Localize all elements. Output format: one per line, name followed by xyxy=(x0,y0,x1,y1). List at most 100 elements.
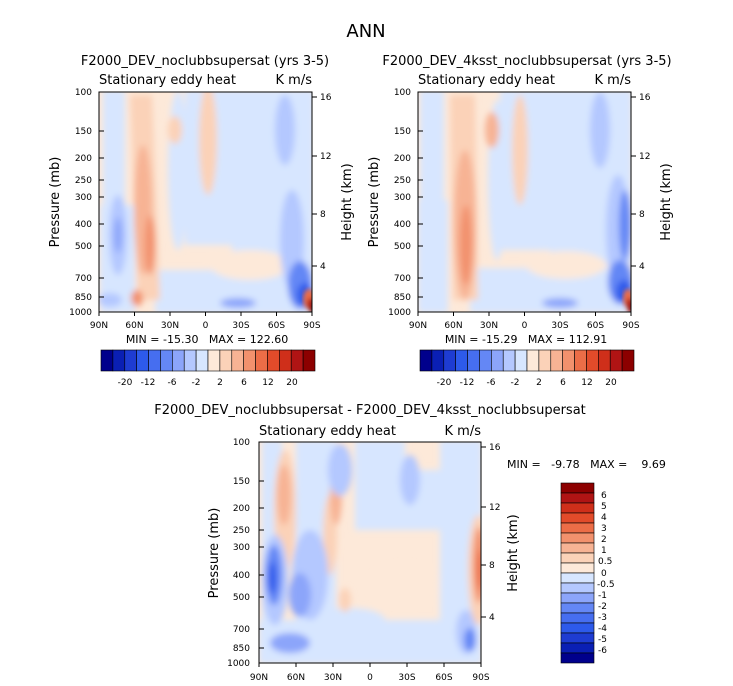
panel-2-cbar-label-neg6: -6 xyxy=(487,378,496,388)
panel-3-ytick-400: 400 xyxy=(233,571,250,581)
colorbar-cell xyxy=(560,582,595,594)
colorbar-cell xyxy=(560,482,595,494)
colorbar-cell xyxy=(148,349,161,372)
panel-2-ytick-250: 250 xyxy=(394,176,411,186)
colorbar-cell xyxy=(491,349,504,372)
panel-1-cbar-label-6: 6 xyxy=(241,378,247,388)
panel-2-contour-field xyxy=(418,92,631,312)
panel-2-ylabel-right: Height (km) xyxy=(659,163,674,240)
panel-3-stats: MIN = -9.78 MAX = 9.69 xyxy=(507,458,666,471)
panel-3-ytick-1000: 1000 xyxy=(227,659,250,669)
colorbar-cell xyxy=(621,349,635,372)
colorbar-cell xyxy=(279,349,292,372)
panel-2-cbar-label-neg12: -12 xyxy=(460,378,475,388)
panel-2: F2000_DEV_4ksst_noclubbsupersat (yrs 3-5… xyxy=(367,54,674,388)
colorbar-cell xyxy=(124,349,137,372)
panel-1-ytick-850: 850 xyxy=(75,293,92,303)
panel-3-cbar-label-neg5: -5 xyxy=(598,635,607,645)
colorbar-cell xyxy=(183,349,197,372)
colorbar-cell xyxy=(514,349,528,372)
panel-1-ytick-500: 500 xyxy=(75,242,92,252)
panel-3-xtick-90n: 90N xyxy=(250,673,268,683)
panel-2-ytick-400: 400 xyxy=(394,220,411,230)
colorbar-cell xyxy=(479,349,492,372)
colorbar-cell xyxy=(431,349,445,372)
panel-2-xtick-60n: 60N xyxy=(444,321,462,331)
panel-2-title: F2000_DEV_4ksst_noclubbsupersat (yrs 3-5… xyxy=(382,54,671,69)
panel-2-htick-4: 4 xyxy=(639,262,645,272)
panel-1-xtick-30n: 30N xyxy=(161,321,179,331)
panel-2-colorbar xyxy=(419,349,635,372)
panel-3-cbar-label-neg2: -2 xyxy=(598,602,607,612)
panel-2-ytick-100: 100 xyxy=(394,88,411,98)
panel-2-ytick-850: 850 xyxy=(394,293,411,303)
panel-3-xtick-60n: 60N xyxy=(287,673,305,683)
panel-3-xtick-60s: 60S xyxy=(435,673,452,683)
panel-2-cbar-label-12: 12 xyxy=(581,378,592,388)
panel-1-ytick-100: 100 xyxy=(75,88,92,98)
panel-3-cbar-label-neg0-5: -0.5 xyxy=(597,580,615,590)
panel-3-ytick-500: 500 xyxy=(233,593,250,603)
panel-1-xtick-30s: 30S xyxy=(232,321,249,331)
colorbar-cell xyxy=(560,552,595,564)
colorbar-cell xyxy=(574,349,587,372)
colorbar-cell xyxy=(560,622,595,634)
panel-1-cbar-label-neg6: -6 xyxy=(168,378,177,388)
panel-1-ytick-400: 400 xyxy=(75,220,92,230)
panel-2-htick-16: 16 xyxy=(639,93,651,103)
panel-3-cbar-label-neg1: -1 xyxy=(598,591,607,601)
colorbar-cell xyxy=(538,349,552,372)
panel-1-colorbar xyxy=(100,349,316,372)
panel-3-cbar-label-neg6: -6 xyxy=(598,646,607,656)
panel-1-units: K m/s xyxy=(276,73,313,88)
colorbar-cell xyxy=(255,349,268,372)
colorbar-cell xyxy=(560,592,595,604)
panel-3-left-string: Stationary eddy heat xyxy=(259,424,396,439)
panel-2-cbar-label-2: 2 xyxy=(536,378,542,388)
panel-3-cbar-label-1: 1 xyxy=(601,546,607,556)
panel-1-htick-12: 12 xyxy=(320,152,331,162)
panel-1-stats: MIN = -15.30 MAX = 122.60 xyxy=(126,333,288,346)
panel-3-cbar-label-2: 2 xyxy=(601,535,607,545)
colorbar-cell xyxy=(100,349,114,372)
colorbar-cell xyxy=(172,349,185,372)
panel-3-ylabel: Pressure (mb) xyxy=(207,508,222,599)
panel-2-ytick-1000: 1000 xyxy=(388,308,411,318)
panel-2-xtick-30s: 30S xyxy=(551,321,568,331)
panel-1-cbar-label-neg2: -2 xyxy=(192,378,201,388)
panel-1-xtick-60n: 60N xyxy=(125,321,143,331)
panel-3-htick-16: 16 xyxy=(489,443,501,453)
panel-2-xtick-0: 0 xyxy=(522,321,528,331)
colorbar-cell xyxy=(609,349,623,372)
colorbar-cell xyxy=(419,349,433,372)
colorbar-cell xyxy=(550,349,563,372)
panel-3-cbar-label-0-5: 0.5 xyxy=(598,557,612,567)
panel-3-htick-12: 12 xyxy=(489,503,500,513)
panel-2-stats: MIN = -15.29 MAX = 112.91 xyxy=(445,333,607,346)
panel-2-left-axis xyxy=(418,91,423,313)
panel-3-ylabel-right: Height (km) xyxy=(506,514,521,591)
colorbar-cell xyxy=(160,349,173,372)
panel-3-cbar-label-neg4: -4 xyxy=(598,624,607,634)
panel-1: F2000_DEV_noclubbsupersat (yrs 3-5) Stat… xyxy=(48,54,355,388)
colorbar-cell xyxy=(586,349,599,372)
panel-2-htick-8: 8 xyxy=(639,210,645,220)
colorbar-cell xyxy=(136,349,149,372)
colorbar-cell xyxy=(560,642,595,654)
panel-1-bottom-axis xyxy=(98,312,313,316)
panel-1-xtick-60s: 60S xyxy=(268,321,285,331)
colorbar-cell xyxy=(560,652,595,664)
colorbar-cell xyxy=(267,349,280,372)
panel-3-cbar-label-6: 6 xyxy=(601,491,607,501)
panel-2-cbar-label-neg20: -20 xyxy=(437,378,452,388)
colorbar-cell xyxy=(562,349,575,372)
panel-3-ytick-200: 200 xyxy=(233,504,250,514)
colorbar-cell xyxy=(502,349,516,372)
panel-3-title: F2000_DEV_noclubbsupersat - F2000_DEV_4k… xyxy=(154,403,586,418)
panel-3-htick-4: 4 xyxy=(489,613,495,623)
colorbar-cell xyxy=(560,562,595,574)
panel-1-ytick-200: 200 xyxy=(75,154,92,164)
panel-1-htick-4: 4 xyxy=(320,262,326,272)
panel-1-xtick-90n: 90N xyxy=(90,321,108,331)
